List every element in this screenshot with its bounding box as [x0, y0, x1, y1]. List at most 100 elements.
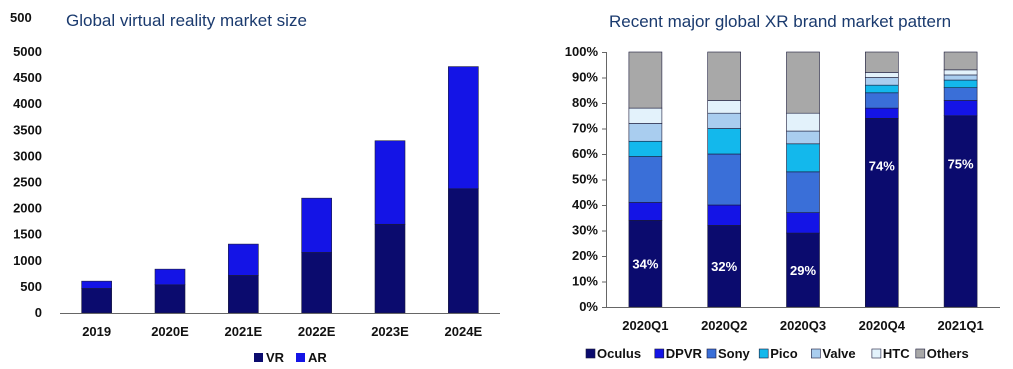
legend-label: AR	[308, 350, 327, 365]
legend-label: HTC	[883, 346, 910, 361]
data-label: 29%	[790, 263, 816, 278]
x-category-label: 2022E	[298, 324, 336, 339]
legend: Oculus DPVR Sony Pico Valve HTC Others	[585, 346, 969, 361]
data-labels: 34% 32% 29% 74% 75%	[632, 157, 974, 278]
y-tick-label: 0%	[579, 299, 598, 314]
y-axis-ticks: 0% 10% 20% 30% 40% 50% 60% 70% 80% 90% 100%	[565, 44, 606, 314]
y-tick-label: 1000	[13, 253, 42, 268]
y-tick-label: 3500	[13, 122, 42, 137]
x-axis-categories: 2019 2020E 2021E 2022E 2023E 2024E	[82, 324, 482, 339]
bar-segment-sony	[707, 153, 742, 206]
bar-segment-valve	[628, 123, 663, 142]
bars	[81, 66, 479, 314]
bar-segment-ar	[154, 268, 186, 286]
y-tick-label: 2000	[13, 201, 42, 216]
y-tick-label: 0	[35, 305, 42, 320]
bar-segment-vr	[228, 275, 259, 314]
bar-segment-valve	[786, 130, 820, 145]
bar-segment-dpvr	[786, 212, 820, 234]
y-axis-top-label: 500	[10, 10, 32, 25]
legend-label: Valve	[822, 346, 855, 361]
legend-swatch-vr	[254, 353, 263, 362]
y-tick-label: 100%	[565, 44, 599, 59]
y-tick-label: 60%	[572, 146, 598, 161]
legend-swatch-pico	[758, 348, 769, 359]
bar-segment-vr	[448, 188, 479, 314]
bar-segment-pico	[786, 143, 820, 173]
legend-swatch-dpvr	[654, 348, 665, 359]
y-tick-label: 5000	[13, 44, 42, 59]
x-category-label: 2024E	[445, 324, 483, 339]
legend-label: VR	[266, 350, 285, 365]
bar-segment-htc	[943, 69, 978, 76]
y-tick-label: 30%	[572, 223, 598, 238]
bar-segment-others	[628, 51, 663, 109]
y-tick-label: 1500	[13, 227, 42, 242]
bar-segment-vr	[301, 252, 332, 314]
x-category-label: 2020Q4	[859, 318, 906, 333]
legend-label: Others	[927, 346, 969, 361]
bar-segment-others	[786, 51, 820, 114]
bar-segment-dpvr	[864, 107, 899, 119]
bar-segment-oculus	[864, 118, 899, 308]
x-category-label: 2020E	[151, 324, 189, 339]
y-axis-ticks: 0 500 1000 1500 2000 2500 3000 3500 4000 4500 5000	[13, 44, 42, 320]
bar-segment-ar	[374, 140, 406, 225]
bar-segment-sony	[786, 171, 820, 213]
bar-segment-ar	[301, 197, 332, 253]
bar-segment-pico	[707, 128, 742, 155]
x-category-label: 2019	[82, 324, 111, 339]
legend-label: DPVR	[666, 346, 703, 361]
data-label: 34%	[632, 257, 658, 272]
bar-segment-htc	[707, 100, 742, 114]
bar-segment-sony	[943, 87, 978, 101]
bar-segment-valve	[864, 77, 899, 86]
legend-swatch-sony	[706, 348, 717, 359]
y-tick-label: 80%	[572, 95, 598, 110]
bar-segment-sony	[864, 92, 899, 109]
legend: VR AR	[254, 350, 327, 365]
y-tick-label: 500	[20, 279, 42, 294]
bar-segment-others	[943, 51, 978, 71]
chart-title: Recent major global XR brand market patt…	[609, 12, 951, 31]
x-axis-categories: 2020Q1 2020Q2 2020Q3 2020Q4 2021Q1	[622, 318, 983, 333]
bar-segment-dpvr	[943, 100, 978, 117]
y-tick-label: 2500	[13, 175, 42, 190]
y-tick-label: 50%	[572, 172, 598, 187]
legend-swatch-others	[915, 348, 926, 359]
bar-segment-vr	[81, 288, 112, 314]
y-tick-label: 90%	[572, 70, 598, 85]
bar-segment-htc	[628, 107, 663, 124]
x-category-label: 2020Q1	[622, 318, 668, 333]
bar-segment-pico	[628, 140, 663, 157]
x-category-label: 2020Q3	[780, 318, 826, 333]
x-category-label: 2021E	[225, 324, 263, 339]
bar-segment-htc	[864, 72, 899, 78]
y-tick-label: 10%	[572, 274, 598, 289]
bar-segment-others	[864, 51, 899, 73]
bar-segment-dpvr	[707, 204, 742, 226]
bar-segment-oculus	[628, 220, 663, 308]
data-label: 74%	[869, 158, 895, 173]
bar-segment-dpvr	[628, 202, 663, 221]
legend-label: Pico	[770, 346, 798, 361]
legend-label: Oculus	[597, 346, 641, 361]
bar-segment-ar	[81, 280, 112, 289]
bar-segment-vr	[374, 223, 406, 314]
bar-segment-pico	[864, 84, 899, 94]
bar-segment-pico	[943, 79, 978, 89]
legend-swatch-ar	[296, 353, 305, 362]
y-tick-label: 40%	[572, 197, 598, 212]
bar-segment-valve	[707, 112, 742, 129]
bar-segment-ar	[228, 243, 259, 276]
legend-swatch-oculus	[585, 348, 596, 359]
bar-segment-sony	[628, 156, 663, 203]
legend-swatch-htc	[871, 348, 882, 359]
legend-label: Sony	[718, 346, 751, 361]
bar-segment-others	[707, 51, 742, 101]
market-size-chart: 500 Global virtual reality market size 0…	[10, 10, 500, 365]
brand-pattern-chart: Recent major global XR brand market patt…	[565, 12, 1000, 361]
x-category-label: 2021Q1	[937, 318, 983, 333]
x-category-label: 2020Q2	[701, 318, 747, 333]
